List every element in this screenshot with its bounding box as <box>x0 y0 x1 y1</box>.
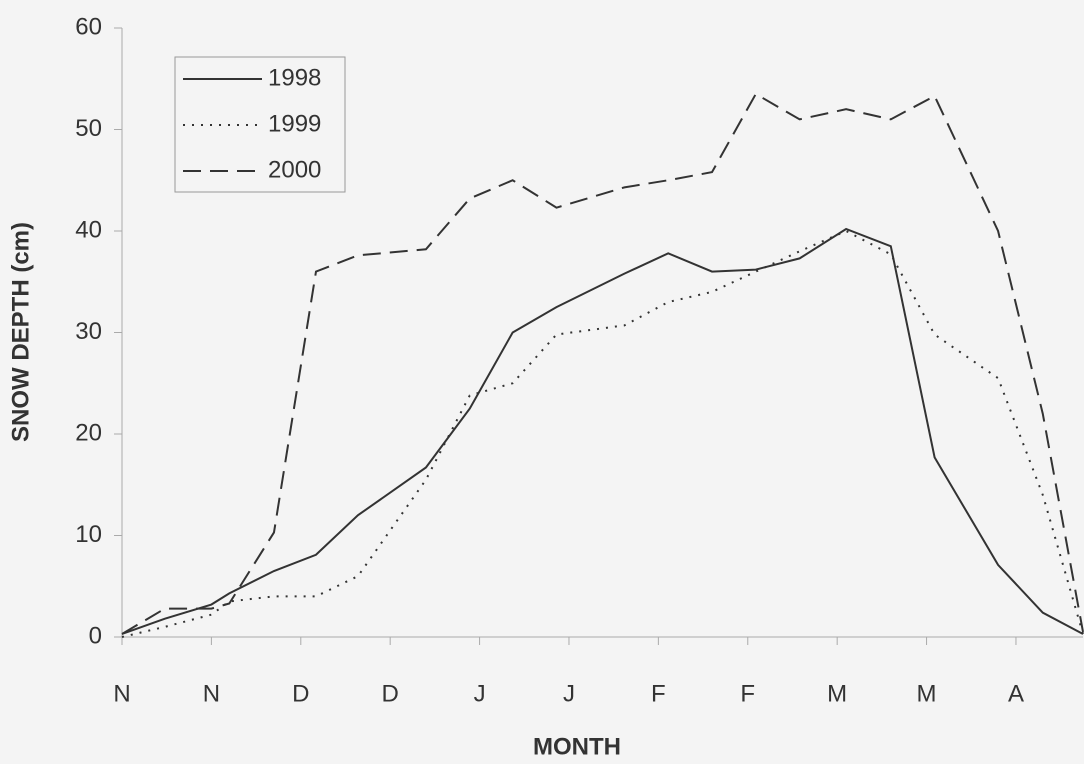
x-tick-label: M <box>917 680 937 707</box>
x-tick-label: J <box>563 680 575 707</box>
y-tick-label: 40 <box>75 216 102 243</box>
y-tick-label: 30 <box>75 318 102 345</box>
x-tick-label: J <box>474 680 486 707</box>
x-tick-label: D <box>382 680 399 707</box>
x-tick-label: N <box>113 680 130 707</box>
x-tick-label: F <box>651 680 666 707</box>
legend-label: 1998 <box>268 64 321 91</box>
series-line <box>121 227 1084 635</box>
x-tick-label: D <box>292 680 309 707</box>
legend-box <box>174 56 346 193</box>
y-tick-label: 10 <box>75 521 102 548</box>
series-line <box>121 229 1084 638</box>
x-tick-label: A <box>1008 680 1024 707</box>
x-tick-label: M <box>827 680 847 707</box>
y-tick-label: 0 <box>89 622 102 649</box>
y-tick-label: 60 <box>75 13 102 40</box>
x-tick-label: F <box>740 680 755 707</box>
legend-label: 2000 <box>268 156 321 183</box>
x-axis-label: MONTH <box>533 733 621 760</box>
y-tick-label: 50 <box>75 115 102 142</box>
series-line <box>121 92 1084 635</box>
x-tick-label: N <box>203 680 220 707</box>
y-tick-label: 20 <box>75 419 102 446</box>
legend-label: 1999 <box>268 110 321 137</box>
y-axis-label: SNOW DEPTH (cm) <box>7 222 34 442</box>
